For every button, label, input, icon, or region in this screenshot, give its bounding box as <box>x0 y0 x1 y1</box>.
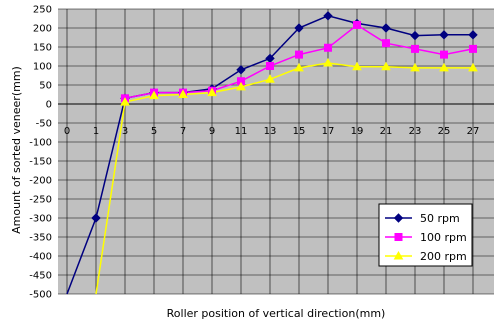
data-point-marker <box>440 50 448 59</box>
data-point-marker <box>353 20 361 29</box>
data-point-marker <box>410 62 420 72</box>
y-tick-label: -500 <box>29 290 52 301</box>
x-tick-label: 11 <box>235 126 248 137</box>
data-point-marker <box>468 62 478 72</box>
y-tick-label: 0 <box>46 100 52 111</box>
data-point-marker <box>394 233 403 241</box>
data-point-marker <box>352 61 362 71</box>
data-point-marker <box>295 50 303 59</box>
x-tick-label: 5 <box>151 126 157 137</box>
data-point-marker <box>381 23 391 33</box>
x-tick-label: 27 <box>467 126 480 137</box>
data-point-marker <box>439 30 449 40</box>
x-tick-labels: 0 1 3 5 7 9 11 13 15 17 19 21 23 25 27 <box>64 126 480 137</box>
y-tick-label: 50 <box>39 81 52 92</box>
x-tick-label: 13 <box>264 126 277 137</box>
data-point-marker <box>236 81 246 91</box>
y-tick-label: 100 <box>33 62 52 73</box>
x-tick-label: 1 <box>93 126 99 137</box>
y-tick-label: -50 <box>36 119 52 130</box>
data-point-marker <box>469 44 477 53</box>
data-point-marker <box>178 89 188 98</box>
x-tick-label: 21 <box>380 126 393 137</box>
y-tick-label: -450 <box>29 271 52 282</box>
data-point-marker <box>294 23 304 33</box>
x-tick-label: 7 <box>180 126 186 137</box>
x-tick-label: 17 <box>322 126 335 137</box>
data-point-marker <box>324 43 332 52</box>
data-point-marker <box>393 213 404 223</box>
x-tick-label: 0 <box>64 126 70 137</box>
data-point-marker <box>382 39 390 48</box>
x-tick-label: 3 <box>122 126 128 137</box>
data-point-marker <box>323 57 333 67</box>
y-tick-label: -250 <box>29 195 52 206</box>
data-point-marker <box>265 74 275 83</box>
series-line-200-rpm <box>95 62 473 295</box>
legend: 50 rpm 100 rpm 200 rpm <box>378 203 473 267</box>
x-tick-label: 15 <box>293 126 306 137</box>
data-point-marker <box>236 65 246 75</box>
y-tick-label: 150 <box>33 43 52 54</box>
x-tick-label: 23 <box>409 126 422 137</box>
data-point-marker <box>294 62 304 72</box>
y-tick-label: -300 <box>29 214 52 225</box>
data-point-marker <box>91 213 101 223</box>
data-point-marker <box>393 250 404 260</box>
x-axis-title: Roller position of vertical direction(mm… <box>167 307 386 320</box>
y-tick-label: 250 <box>33 5 52 16</box>
y-axis-title: Amount of sorted veneer(mm) <box>10 66 23 234</box>
data-point-marker <box>381 61 391 71</box>
series-markers <box>91 11 478 223</box>
data-point-marker <box>468 30 478 40</box>
y-tick-label: 200 <box>33 24 52 35</box>
y-tick-label: -100 <box>29 138 52 149</box>
legend-label: 200 rpm <box>420 250 467 263</box>
x-tick-label: 19 <box>351 126 364 137</box>
y-tick-label: -200 <box>29 176 52 187</box>
legend-label: 100 rpm <box>420 231 467 244</box>
data-point-marker <box>207 87 217 97</box>
data-point-marker <box>266 62 274 70</box>
y-tick-label: -150 <box>29 157 52 168</box>
data-point-marker <box>411 44 419 53</box>
data-point-marker <box>410 30 420 41</box>
legend-label: 50 rpm <box>420 212 460 225</box>
y-tick-label: -400 <box>29 252 52 263</box>
x-tick-label: 25 <box>438 126 451 137</box>
data-point-marker <box>149 90 159 100</box>
y-tick-labels: 250 200 150 100 50 0 -50 -100 -150 -200 -250 -300 -3… <box>29 5 52 301</box>
data-point-marker <box>439 62 449 72</box>
y-tick-label: -350 <box>29 233 52 244</box>
data-point-marker <box>120 97 130 106</box>
data-point-marker <box>323 11 333 21</box>
grid <box>58 8 494 295</box>
x-tick-label: 9 <box>209 126 215 137</box>
